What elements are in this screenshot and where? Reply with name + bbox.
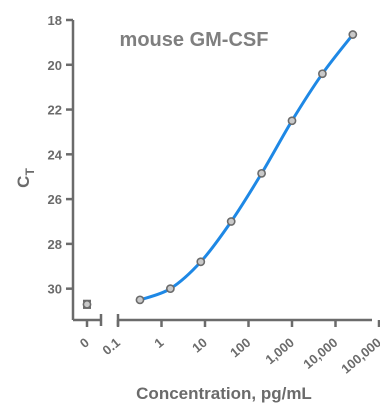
x-tick-label: 100	[227, 335, 253, 360]
y-tick-label: 30	[48, 282, 62, 297]
data-point	[196, 257, 206, 267]
y-axis-label-main: C	[14, 176, 33, 188]
data-point	[287, 116, 297, 126]
data-point	[165, 284, 175, 294]
data-point	[226, 217, 236, 226]
data-point	[257, 168, 266, 178]
x-tick-label: 1,000	[262, 335, 297, 367]
y-tick-label: 18	[48, 13, 62, 28]
x-tick-label: 100,000	[338, 335, 380, 377]
plot-area	[82, 30, 358, 309]
x-tick-label: 10,000	[300, 335, 340, 372]
x-tick-label: 1	[151, 335, 166, 351]
svg-text:CT: CT	[14, 168, 37, 188]
x-tick-label: 0.1	[99, 335, 122, 358]
zero-point-marker	[82, 299, 92, 309]
y-axis-label-subscript: T	[23, 168, 37, 176]
x-tick-label: 10	[189, 335, 210, 356]
chart-title: mouse GM-CSF	[120, 29, 269, 51]
y-tick-label: 22	[48, 103, 62, 118]
x-axis-label: Concentration, pg/mL	[136, 384, 312, 403]
y-tick-label: 26	[48, 192, 62, 207]
data-point	[318, 69, 327, 79]
y-tick-label: 28	[48, 237, 62, 252]
y-tick-label: 20	[48, 58, 62, 73]
data-point	[348, 30, 358, 39]
y-axis: 18 20 22 24 26 28 30	[48, 13, 75, 320]
data-point	[135, 295, 145, 305]
y-tick-label: 24	[48, 147, 63, 162]
x-tick-label: 0	[77, 335, 92, 351]
y-axis-label: CT	[14, 168, 37, 188]
